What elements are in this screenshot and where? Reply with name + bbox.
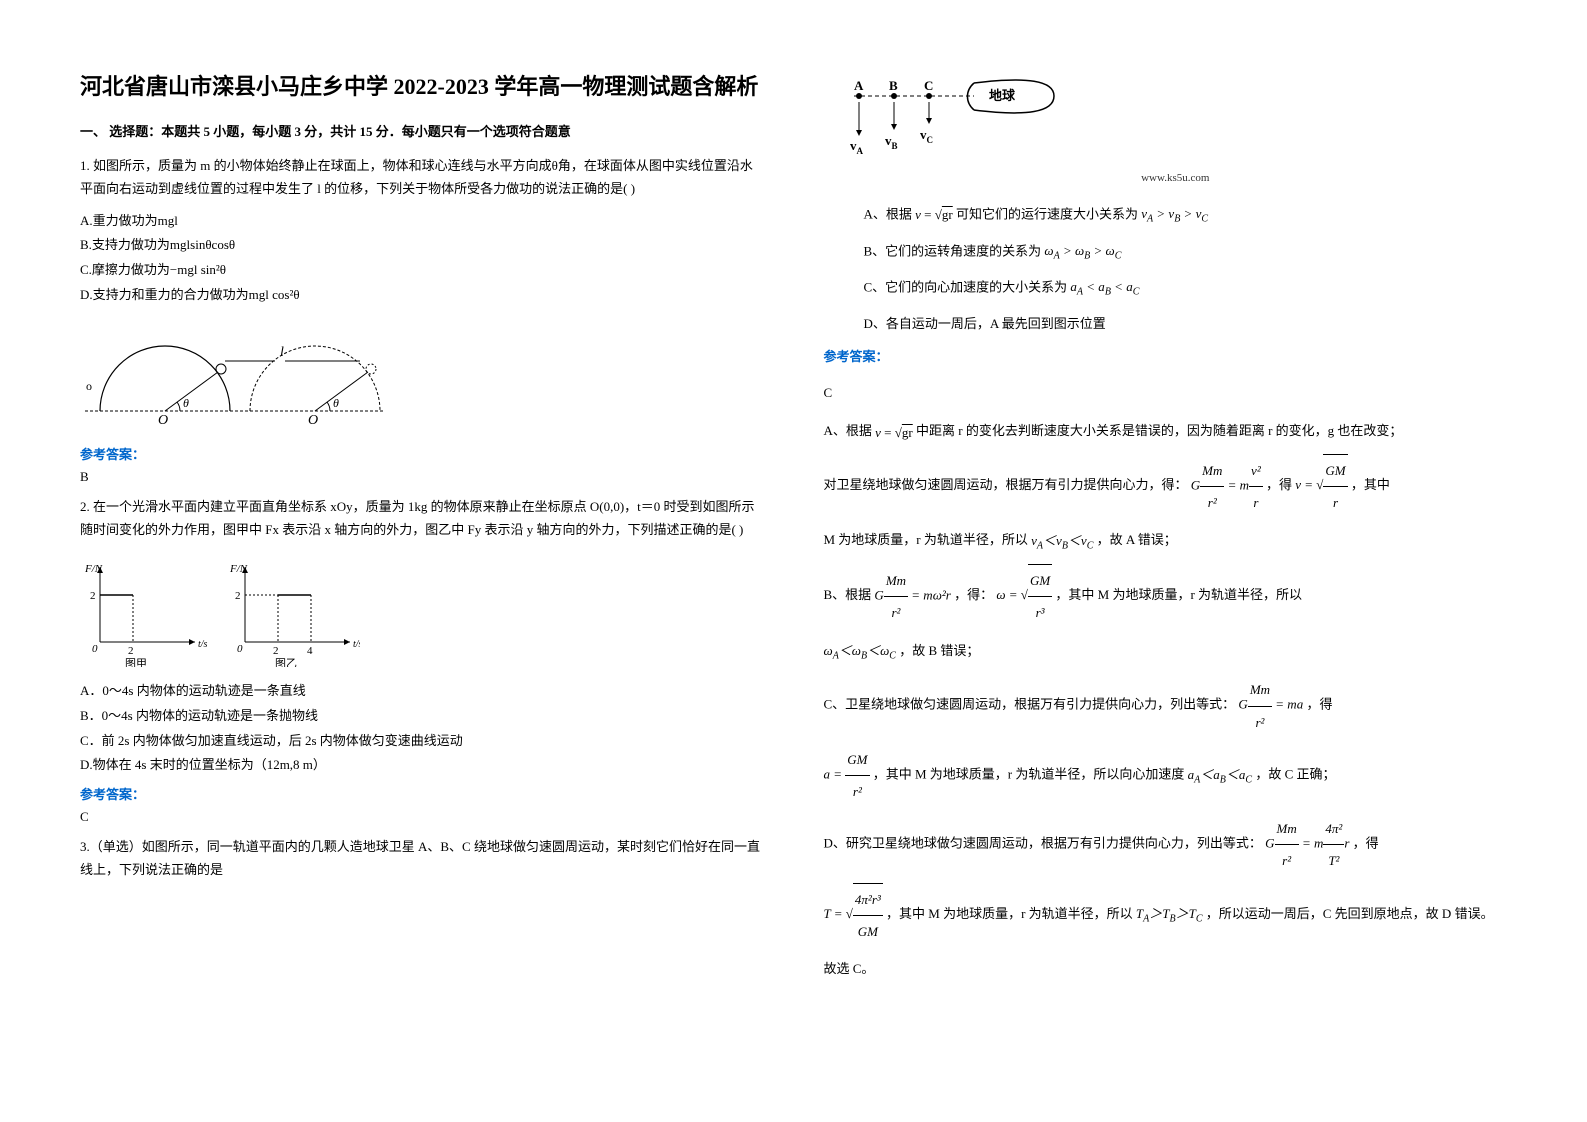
q1-text: 1. 如图所示，质量为 m 的小物体始终静止在球面上，物体和球心连线与水平方向成… — [80, 158, 753, 196]
svg-text:l: l — [280, 345, 284, 360]
q2-optD: D.物体在 4s 末时的位置坐标为（12m,8 m） — [80, 753, 764, 778]
q3-answer-label: 参考答案： — [824, 346, 1508, 365]
q2-optC: C．前 2s 内物体做匀加速直线运动，后 2s 内物体做匀变速曲线运动 — [80, 729, 764, 754]
svg-text:t/s: t/s — [353, 639, 360, 650]
q2-optA: A．0～4s 内物体的运动轨迹是一条直线 — [80, 679, 764, 704]
q3-optC: C、它们的向心加速度的大小关系为 aA < aB < aC — [864, 275, 1508, 302]
svg-text:图乙: 图乙 — [275, 657, 297, 667]
exp-C: C、卫星绕地球做匀速圆周运动，根据万有引力提供向心力，列出等式： GMmr² =… — [824, 674, 1508, 737]
svg-text:O: O — [308, 413, 318, 426]
svg-text:A: A — [854, 78, 864, 93]
svg-text:vC: vC — [920, 127, 933, 145]
right-column: A B C 地球 vA vB vC www.ks5u.com A、根据 v = … — [824, 70, 1508, 1052]
svg-text:O: O — [158, 413, 168, 426]
svg-text:t/s: t/s — [198, 639, 208, 650]
svg-text:C: C — [924, 78, 933, 93]
q1-answer: B — [80, 469, 764, 485]
svg-text:θ: θ — [183, 396, 189, 410]
q1-answer-label: 参考答案： — [80, 444, 764, 463]
final: 故选 C。 — [824, 953, 1508, 984]
question-1: 1. 如图所示，质量为 m 的小物体始终静止在球面上，物体和球心连线与水平方向成… — [80, 154, 764, 201]
q2-optB: B．0～4s 内物体的运动轨迹是一条抛物线 — [80, 704, 764, 729]
svg-text:2: 2 — [235, 590, 241, 602]
svg-text:vA: vA — [850, 138, 864, 156]
q3-optA: A、根据 v = √gr 可知它们的运行速度大小关系为 vA > vB > vC — [864, 202, 1508, 229]
svg-text:图甲: 图甲 — [125, 657, 147, 667]
q3-optB: B、它们的运转角速度的关系为 ωA > ωB > ωC — [864, 239, 1508, 266]
q2-text: 2. 在一个光滑水平面内建立平面直角坐标系 xOy，质量为 1kg 的物体原来静… — [80, 499, 755, 537]
exp-M: M 为地球质量，r 为轨道半径，所以 vA＜vB＜vC ，故 A 错误； — [824, 524, 1508, 558]
svg-text:F/N: F/N — [84, 563, 103, 575]
exp-B: B、根据 GMmr² = mω²r ，得： ω = √GMr³ ，其中 M 为地… — [824, 564, 1508, 628]
page-title: 河北省唐山市滦县小马庄乡中学 2022-2023 学年高一物理测试题含解析 — [80, 70, 764, 103]
q3-text: 3.（单选）如图所示，同一轨道平面内的几颗人造地球卫星 A、B、C 绕地球做匀速… — [80, 839, 760, 877]
svg-text:0: 0 — [92, 643, 98, 655]
svg-text:θ: θ — [333, 396, 339, 410]
svg-text:4: 4 — [307, 645, 313, 657]
q1-optD: D.支持力和重力的合力做功为mgl cos²θ — [80, 283, 764, 308]
exp-sat: 对卫星绕地球做匀速圆周运动，根据万有引力提供向心力，得： GMmr² = mv²… — [824, 454, 1508, 518]
source-url: www.ks5u.com — [844, 172, 1508, 184]
question-3: 3.（单选）如图所示，同一轨道平面内的几颗人造地球卫星 A、B、C 绕地球做匀速… — [80, 835, 764, 882]
svg-text:2: 2 — [128, 645, 134, 657]
q1-optB: B.支持力做功为mglsinθcosθ — [80, 233, 764, 258]
svg-text:2: 2 — [273, 645, 279, 657]
svg-text:2: 2 — [90, 590, 96, 602]
svg-text:B: B — [889, 78, 898, 93]
svg-text:vB: vB — [885, 133, 898, 151]
q3-answer: C — [824, 385, 1508, 401]
section-header: 一、 选择题：本题共 5 小题，每小题 3 分，共计 15 分．每小题只有一个选… — [80, 121, 764, 140]
exp-D: D、研究卫星绕地球做匀速圆周运动，根据万有引力提供向心力，列出等式： GMmr²… — [824, 813, 1508, 876]
svg-text:o: o — [86, 379, 92, 393]
q1-optA: A.重力做功为mgl — [80, 209, 764, 234]
q3-optD: D、各自运动一周后，A 最先回到图示位置 — [864, 312, 1508, 337]
svg-text:F/N: F/N — [229, 563, 248, 575]
exp-A: A、根据 v = √gr 中距离 r 的变化去判断速度大小关系是错误的，因为随着… — [824, 415, 1508, 448]
svg-text:0: 0 — [237, 643, 243, 655]
q3-diagram: A B C 地球 vA vB vC www.ks5u.com — [844, 78, 1508, 184]
q2-answer: C — [80, 809, 764, 825]
q1-optC: C.摩擦力做功为−mgl sin²θ — [80, 258, 764, 283]
q1-diagram: O O o θ θ l — [80, 316, 764, 430]
q2-diagram: F/N t/s 2 0 2 图甲 F/N t/s 2 0 2 4 — [80, 557, 764, 671]
formula-vgr: v = √gr — [915, 203, 953, 228]
left-column: 河北省唐山市滦县小马庄乡中学 2022-2023 学年高一物理测试题含解析 一、… — [80, 70, 764, 1052]
formula-gmm: GMmr² = mv²r — [1191, 455, 1263, 518]
q2-answer-label: 参考答案： — [80, 784, 764, 803]
svg-text:地球: 地球 — [989, 88, 1016, 103]
question-2: 2. 在一个光滑水平面内建立平面直角坐标系 xOy，质量为 1kg 的物体原来静… — [80, 495, 764, 542]
